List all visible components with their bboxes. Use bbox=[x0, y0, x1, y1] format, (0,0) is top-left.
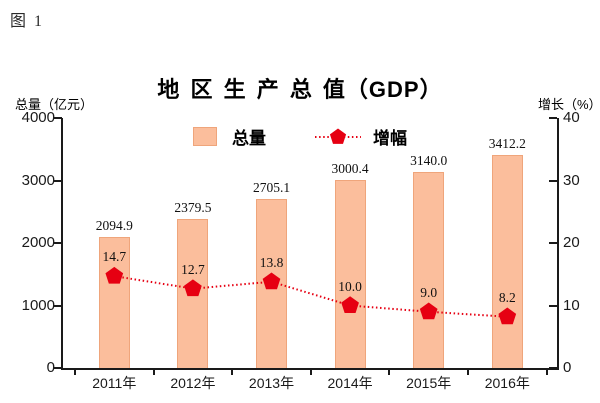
legend-label-total: 总量 bbox=[232, 129, 266, 148]
right-axis-tick-label: 0 bbox=[563, 359, 572, 376]
chart-legend: 总量 增幅 bbox=[0, 124, 600, 149]
legend-line-icon bbox=[315, 128, 361, 144]
x-axis-category-label: 2014年 bbox=[327, 375, 373, 391]
x-axis-category-label: 2015年 bbox=[406, 375, 452, 391]
plot-area bbox=[61, 118, 559, 370]
left-axis-tick-label: 2000 bbox=[21, 234, 55, 251]
x-axis-tick bbox=[231, 370, 234, 375]
x-axis-category-label: 2011年 bbox=[92, 375, 137, 391]
right-axis-tick-label: 30 bbox=[563, 171, 580, 189]
legend-bar-swatch bbox=[193, 127, 217, 146]
legend-line-marker-icon bbox=[314, 127, 362, 147]
x-axis-category-label: 2012年 bbox=[170, 375, 216, 391]
x-axis-tick bbox=[309, 370, 312, 375]
right-axis-tick-label: 10 bbox=[563, 296, 580, 314]
left-axis-tick-label: 1000 bbox=[21, 296, 55, 314]
x-axis-tick bbox=[545, 370, 548, 375]
right-axis-title: 增长（%） bbox=[538, 97, 600, 112]
x-axis-tick bbox=[467, 370, 469, 375]
x-axis-category-label: 2013年 bbox=[248, 375, 295, 391]
legend-label-growth: 增幅 bbox=[373, 129, 407, 148]
x-axis-category-label: 2016年 bbox=[484, 375, 530, 391]
legend-pentagon-icon bbox=[329, 128, 347, 144]
x-axis-tick bbox=[74, 370, 76, 375]
figure-number-label: 图 1 bbox=[10, 13, 45, 30]
left-axis-tick-label: 0 bbox=[46, 359, 55, 376]
left-axis-title: 总量（亿元） bbox=[15, 97, 94, 112]
chart-title: 地 区 生 产 总 值（GDP） bbox=[157, 77, 443, 102]
right-axis-tick-label: 20 bbox=[563, 234, 580, 251]
x-axis-tick bbox=[152, 370, 155, 375]
x-axis-tick bbox=[388, 370, 391, 375]
left-axis-tick-label: 3000 bbox=[21, 171, 55, 189]
